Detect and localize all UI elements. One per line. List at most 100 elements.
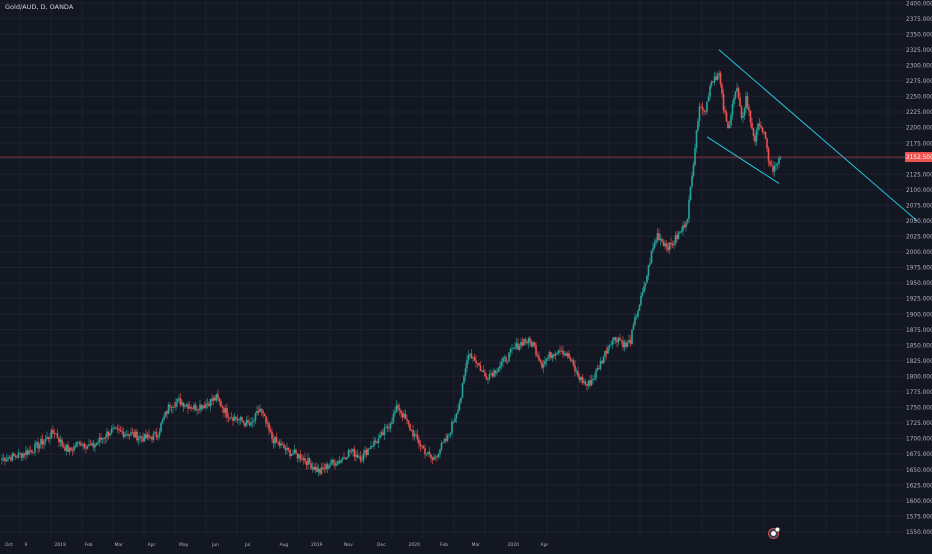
candle-body — [392, 413, 395, 422]
candle — [464, 363, 467, 381]
candle — [413, 430, 416, 441]
x-tick-label: 2019 — [311, 542, 323, 548]
candle-body — [64, 447, 66, 451]
candle-body — [776, 163, 779, 165]
y-axis: 1550.000 1575.000 1600.000 1625.000 1650.000… — [906, 1, 932, 536]
candle-body — [661, 238, 663, 242]
candle — [701, 101, 704, 116]
x-tick-label: Feb — [440, 542, 448, 548]
candle — [706, 101, 708, 115]
y-tick-label: 1925.000 — [906, 297, 932, 303]
candle-body — [490, 373, 492, 375]
candle-body — [551, 354, 554, 359]
candle — [35, 441, 38, 449]
candle-body — [296, 453, 299, 459]
candle — [371, 445, 374, 448]
candle-body — [448, 434, 450, 436]
symbol-title[interactable]: Gold/AUD, D, OANDA — [5, 3, 74, 11]
candle — [487, 377, 489, 385]
candle — [362, 449, 365, 464]
candle-body — [383, 427, 386, 435]
candle-body — [11, 453, 14, 461]
candle — [710, 80, 713, 89]
candle-body — [641, 292, 644, 296]
candle — [323, 463, 326, 474]
candle-body — [629, 339, 632, 344]
candle — [227, 412, 230, 423]
candle — [307, 453, 309, 470]
candle-body — [472, 357, 474, 359]
candle-body — [310, 463, 312, 469]
candle-body — [343, 457, 345, 459]
trendline — [718, 49, 918, 222]
candle-body — [766, 138, 768, 149]
candle — [550, 351, 552, 361]
candle — [409, 423, 411, 432]
candle — [562, 345, 564, 359]
x-tick-label: Jul — [244, 542, 250, 548]
candle-body — [254, 413, 257, 421]
candle-body — [637, 310, 639, 317]
candle — [725, 109, 728, 123]
candle-body — [20, 453, 23, 458]
candle-body — [203, 405, 206, 408]
candle — [598, 364, 600, 370]
y-tick-label: 1875.000 — [906, 328, 932, 334]
candle-body — [569, 357, 572, 361]
candle — [527, 336, 530, 349]
candle-body — [94, 445, 96, 448]
candle — [209, 398, 212, 412]
candle — [88, 438, 90, 447]
candle — [137, 435, 140, 446]
candle — [325, 461, 327, 473]
candle — [373, 436, 375, 450]
candle — [73, 443, 75, 454]
tradingview-logo-icon[interactable] — [768, 524, 780, 539]
candle-body — [533, 342, 536, 346]
candle-body — [757, 123, 759, 131]
y-tick-label: 1950.000 — [906, 281, 932, 287]
candle — [200, 404, 203, 413]
candle-body — [314, 466, 317, 470]
candle-body — [238, 419, 240, 421]
candle-body — [290, 453, 293, 457]
candle-body — [329, 464, 332, 466]
candle — [739, 92, 741, 107]
candle-body — [260, 408, 263, 411]
candle — [2, 453, 5, 462]
candle-body — [725, 112, 728, 122]
candle — [446, 433, 449, 443]
candle — [556, 352, 558, 356]
candle — [47, 436, 50, 443]
candle-body — [265, 416, 267, 424]
candle-body — [670, 242, 672, 244]
candle — [433, 453, 435, 461]
candle-body — [571, 360, 573, 362]
candle-body — [253, 420, 255, 422]
candle-body — [499, 365, 501, 369]
candle — [424, 444, 426, 459]
candle — [217, 389, 219, 402]
candle — [313, 463, 315, 472]
candle-body — [607, 347, 609, 354]
candle-body — [740, 106, 743, 118]
candle-body — [391, 421, 393, 425]
candle — [731, 100, 734, 120]
candle — [538, 351, 540, 362]
candle — [341, 456, 344, 463]
candle — [776, 162, 779, 170]
candle-body — [137, 437, 140, 441]
candle — [502, 355, 504, 368]
candle-body — [187, 404, 189, 409]
candle-body — [341, 457, 344, 460]
candle-body — [428, 451, 431, 455]
x-tick-label: May — [179, 542, 189, 548]
candle — [70, 446, 72, 452]
candle — [328, 463, 330, 470]
candle — [544, 356, 546, 367]
candle — [49, 432, 51, 445]
candle — [617, 336, 620, 346]
candle — [254, 411, 257, 424]
